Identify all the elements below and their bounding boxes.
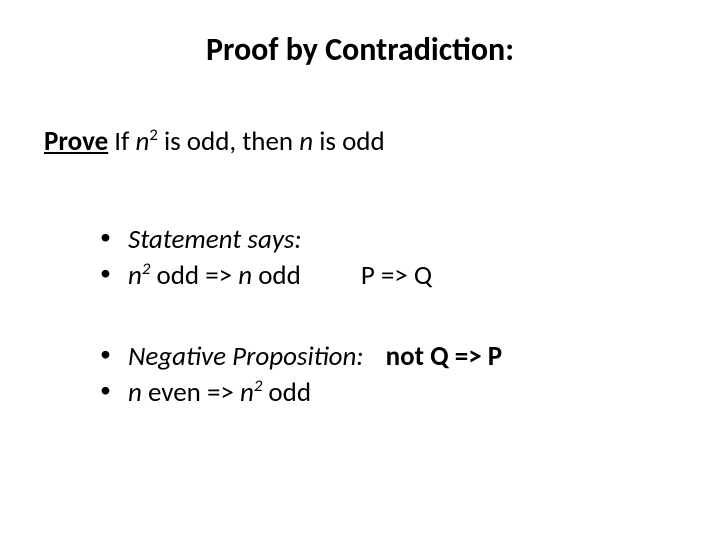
b4-suffix: odd [262,376,311,409]
prove-var-n1: n [135,125,149,158]
b2-mid: odd => [150,259,238,292]
b3-pq: not Q => P [386,339,502,375]
b2-pq: P => Q [361,258,432,294]
b4-var-n2: n [240,376,254,409]
b4-var-n: n [128,376,142,409]
bullet-negative-proposition: Negative Proposition: not Q => P [100,339,680,375]
prove-var-n2: n [299,125,313,158]
bullet-statement-says: Statement says: [100,222,680,258]
prove-mid: is odd, then [158,125,299,158]
slide-title: Proof by Contradiction: [40,30,680,69]
prove-label: Prove [44,125,108,158]
prove-prefix: If [108,125,135,158]
b2-var-n2: n [238,259,252,292]
bullet-group-2: Negative Proposition: not Q => P n even =… [100,339,680,410]
b3-text: Negative Proposition: [128,340,364,373]
bullet-group-1: Statement says: n2 odd => n oddP => Q [100,222,680,293]
slide: Proof by Contradiction: Prove If n2 is o… [0,0,720,540]
b2-var-n: n [128,259,142,292]
bullet-1-text: Statement says: [128,223,302,256]
prove-statement: Prove If n2 is odd, then n is odd [44,125,680,158]
bullet-n-even-implies: n even => n2 odd [100,375,680,411]
bullet-n2-odd-implies: n2 odd => n oddP => Q [100,258,680,294]
prove-suffix: is odd [313,125,385,158]
prove-superscript-2: 2 [149,125,157,145]
b2-suffix: odd [252,259,301,292]
b4-mid: even => [142,376,240,409]
